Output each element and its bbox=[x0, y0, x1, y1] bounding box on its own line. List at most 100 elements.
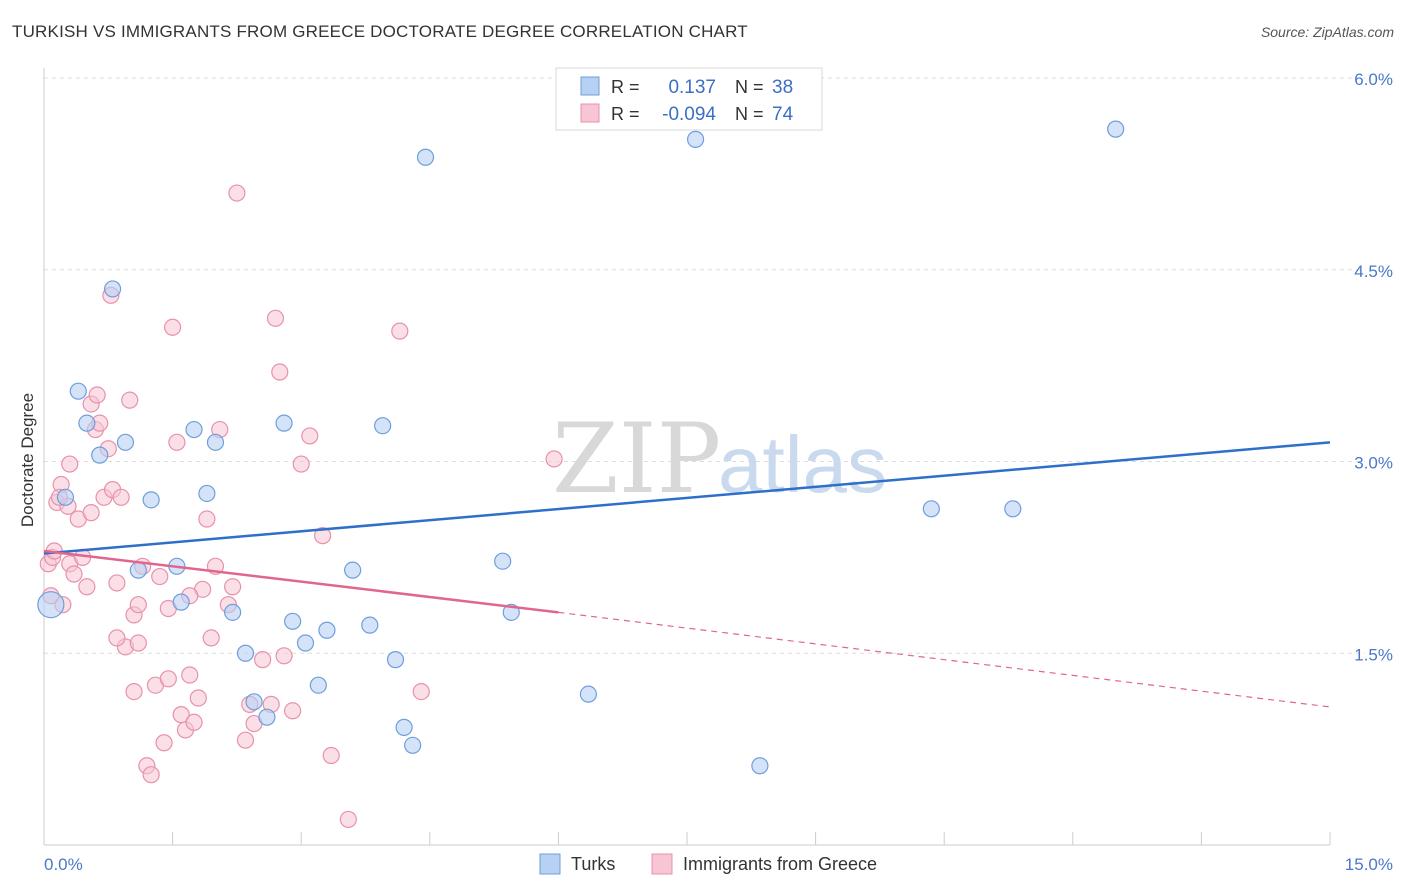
turks-point-28 bbox=[404, 736, 422, 754]
turks-point-22 bbox=[318, 621, 336, 639]
turks-point-30 bbox=[494, 552, 512, 570]
turks-point-11 bbox=[185, 420, 203, 439]
greece-point-56 bbox=[545, 450, 563, 468]
legend-swatch-greece bbox=[580, 103, 600, 123]
turks-point-8 bbox=[142, 491, 160, 509]
greece-point-60 bbox=[142, 766, 160, 784]
turks-point-12 bbox=[198, 484, 216, 503]
turks-point-10 bbox=[172, 593, 190, 611]
greece-point-34 bbox=[189, 689, 207, 707]
series-greece-points bbox=[39, 184, 563, 829]
turks-trend-line bbox=[43, 441, 1331, 555]
greece-trend-line-dashed bbox=[558, 611, 1331, 708]
legend-n-label-greece: N = bbox=[735, 104, 764, 124]
turks-point-17 bbox=[258, 708, 276, 726]
watermark: ZIP atlas bbox=[552, 403, 887, 515]
greece-point-32 bbox=[181, 666, 199, 684]
greece-point-63 bbox=[88, 386, 106, 404]
greece-point-17 bbox=[108, 574, 126, 592]
greece-point-69 bbox=[284, 702, 302, 720]
legend-n-label-turks: N = bbox=[735, 77, 764, 97]
greece-point-72 bbox=[129, 634, 147, 652]
greece-point-42 bbox=[236, 731, 255, 749]
turks-point-34 bbox=[751, 757, 769, 775]
legend-r-value-turks: 0.137 bbox=[668, 77, 716, 98]
turks-point-18 bbox=[275, 414, 293, 432]
greece-point-26 bbox=[151, 567, 169, 586]
y-tick-labels: 1.5% 3.0% 4.5% 6.0% bbox=[1354, 70, 1393, 664]
turks-point-2 bbox=[69, 382, 87, 400]
bottom-legend-swatch-turks bbox=[539, 853, 561, 875]
x-tick-labels: 0.0% 15.0% bbox=[44, 855, 1393, 874]
bottom-legend-label-greece: Immigrants from Greece bbox=[683, 854, 877, 874]
y-tick-label-0: 1.5% bbox=[1354, 645, 1393, 664]
bottom-legend-swatch-greece bbox=[651, 853, 673, 875]
turks-point-20 bbox=[296, 634, 315, 652]
legend-box: R = 0.137 N = 38 R = -0.094 N = 74 bbox=[555, 67, 823, 131]
trend-lines bbox=[43, 441, 1331, 708]
greece-point-7 bbox=[65, 565, 83, 583]
greece-point-40 bbox=[224, 578, 242, 596]
greece-point-70 bbox=[61, 455, 79, 473]
greece-point-54 bbox=[391, 322, 409, 340]
greece-trend-line bbox=[43, 549, 559, 614]
greece-point-44 bbox=[254, 651, 272, 669]
turks-point-16 bbox=[245, 693, 263, 711]
greece-point-71 bbox=[82, 504, 100, 522]
greece-point-22 bbox=[129, 596, 147, 614]
legend-r-value-greece: -0.094 bbox=[662, 104, 716, 125]
turks-point-24 bbox=[361, 616, 379, 634]
legend-n-value-greece: 74 bbox=[772, 104, 794, 125]
greece-point-53 bbox=[339, 810, 357, 829]
turks-point-7 bbox=[129, 561, 147, 579]
turks-point-33 bbox=[686, 130, 705, 148]
turks-point-0 bbox=[37, 591, 65, 619]
axes bbox=[43, 68, 1331, 846]
greece-point-18 bbox=[112, 488, 130, 506]
turks-point-15 bbox=[236, 644, 255, 662]
greece-point-20 bbox=[121, 391, 139, 409]
chart-title: TURKISH VS IMMIGRANTS FROM GREECE DOCTOR… bbox=[12, 22, 748, 41]
legend-r-label-greece: R = bbox=[611, 104, 640, 124]
y-axis-label: Doctorate Degree bbox=[18, 393, 37, 527]
bottom-legend: Turks Immigrants from Greece bbox=[539, 853, 877, 875]
turks-point-25 bbox=[374, 417, 392, 435]
watermark-atlas: atlas bbox=[718, 420, 887, 509]
greece-point-61 bbox=[164, 318, 182, 336]
greece-point-52 bbox=[322, 746, 340, 765]
greece-point-50 bbox=[301, 427, 319, 445]
turks-point-3 bbox=[78, 414, 96, 432]
turks-point-4 bbox=[91, 446, 109, 464]
turks-point-5 bbox=[103, 280, 122, 298]
turks-point-37 bbox=[1107, 120, 1125, 138]
bottom-legend-label-turks: Turks bbox=[571, 854, 615, 874]
turks-point-29 bbox=[416, 148, 435, 166]
turks-point-14 bbox=[224, 603, 242, 621]
turks-point-27 bbox=[395, 718, 413, 736]
legend-swatch-turks bbox=[580, 76, 600, 96]
y-tick-label-3: 6.0% bbox=[1354, 70, 1393, 89]
x-tick-label-0: 0.0% bbox=[44, 855, 83, 874]
greece-point-66 bbox=[159, 670, 177, 688]
greece-point-65 bbox=[125, 682, 143, 701]
greece-point-36 bbox=[198, 510, 216, 528]
x-tick-label-1: 15.0% bbox=[1345, 855, 1393, 874]
greece-point-47 bbox=[271, 363, 289, 381]
greece-point-41 bbox=[228, 184, 246, 202]
turks-point-35 bbox=[922, 500, 940, 518]
turks-point-19 bbox=[284, 612, 302, 630]
source-label: Source: ZipAtlas.com bbox=[1260, 24, 1394, 40]
greece-point-64 bbox=[108, 629, 126, 647]
greece-point-49 bbox=[292, 455, 310, 473]
grid-lines bbox=[44, 77, 1365, 654]
turks-point-21 bbox=[309, 676, 327, 694]
y-tick-label-1: 3.0% bbox=[1354, 454, 1393, 473]
turks-point-6 bbox=[116, 433, 135, 451]
greece-point-10 bbox=[78, 578, 96, 596]
greece-point-27 bbox=[155, 734, 173, 752]
greece-point-51 bbox=[314, 527, 332, 545]
greece-point-29 bbox=[168, 433, 186, 451]
turks-point-26 bbox=[386, 651, 405, 669]
y-tick-label-2: 4.5% bbox=[1354, 262, 1393, 281]
